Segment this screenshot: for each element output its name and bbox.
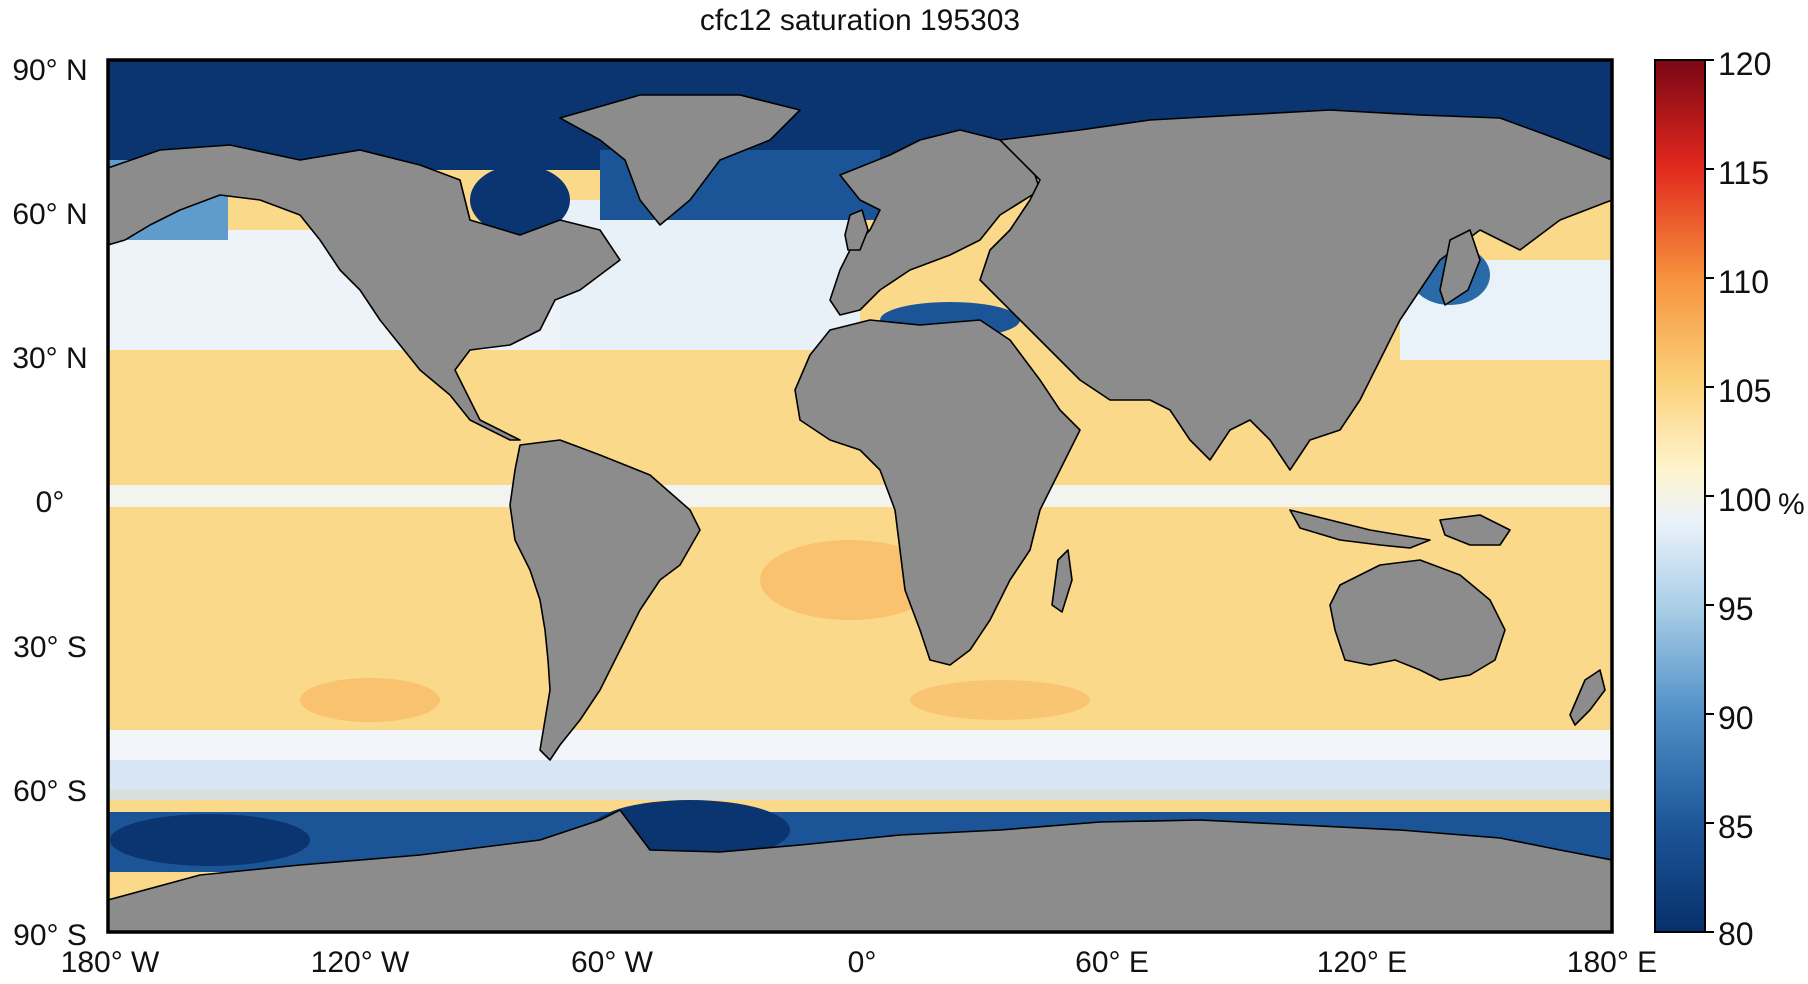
colorbar-label-115: 115 (1718, 155, 1769, 191)
lat-label-30n: 30° N (12, 342, 87, 375)
lat-label-90n: 90° N (12, 54, 87, 87)
colorbar-label-120: 120 (1718, 46, 1771, 82)
lat-label-60s: 60° S (13, 775, 87, 808)
colorbar-label-80: 80 (1718, 916, 1754, 952)
lon-label-180e: 180° E (1567, 946, 1657, 979)
colorbar-gradient (1654, 59, 1706, 933)
new-zealand (1569, 669, 1606, 726)
greenland (559, 94, 801, 226)
ocean-band-equator-white (108, 485, 1612, 507)
antarctica (108, 809, 1612, 932)
map-frame (106, 58, 1614, 934)
lon-label-120e: 120° E (1317, 946, 1407, 979)
colorbar-label-85: 85 (1718, 809, 1754, 845)
lat-label-30s: 30° S (13, 631, 87, 664)
lat-label-90s: 90° S (13, 919, 87, 952)
chart-title: cfc12 saturation 195303 (700, 4, 1020, 37)
lon-label-0: 0° (848, 946, 877, 979)
indonesia (1289, 509, 1431, 549)
lat-label-0: 0° (36, 486, 65, 519)
australia (1329, 559, 1506, 681)
ocean-indian-warm (910, 680, 1090, 720)
colorbar: 120 115 110 105 100 95 90 85 80 % (1654, 46, 1805, 952)
map-area (108, 60, 1612, 932)
longitude-axis: 180° W 120° W 60° W 0° 60° E 120° E 180°… (61, 946, 1658, 979)
ocean-band-north-atlantic-white (560, 200, 860, 350)
japan (1439, 229, 1481, 306)
lon-label-120w: 120° W (311, 946, 410, 979)
colorbar-ticks (1705, 59, 1714, 933)
colorbar-label-95: 95 (1718, 591, 1754, 627)
ocean-ross-cold (110, 814, 310, 866)
asia (979, 109, 1612, 471)
colorbar-unit: % (1778, 488, 1805, 521)
colorbar-label-90: 90 (1718, 700, 1754, 736)
north-america (108, 144, 621, 441)
south-america (509, 439, 701, 761)
lat-label-60n: 60° N (12, 198, 87, 231)
uk (844, 209, 869, 251)
land-masses (108, 94, 1612, 932)
lon-label-60e: 60° E (1075, 946, 1149, 979)
new-guinea (1439, 514, 1511, 546)
ocean-south-atlantic-warm (760, 540, 940, 620)
lon-label-180w: 180° W (61, 946, 160, 979)
ocean-south-pacific-warm (300, 678, 440, 722)
africa (794, 319, 1081, 666)
latitude-axis: 90° N 60° N 30° N 0° 30° S 60° S 90° S (12, 54, 87, 952)
colorbar-label-100: 100 (1718, 482, 1771, 518)
ocean-hudson-cold (470, 165, 570, 235)
madagascar (1051, 549, 1073, 613)
colorbar-label-105: 105 (1718, 373, 1771, 409)
colorbar-label-110: 110 (1718, 264, 1769, 300)
ocean-band-south-lightblue (108, 760, 1612, 800)
lon-label-60w: 60° W (571, 946, 654, 979)
